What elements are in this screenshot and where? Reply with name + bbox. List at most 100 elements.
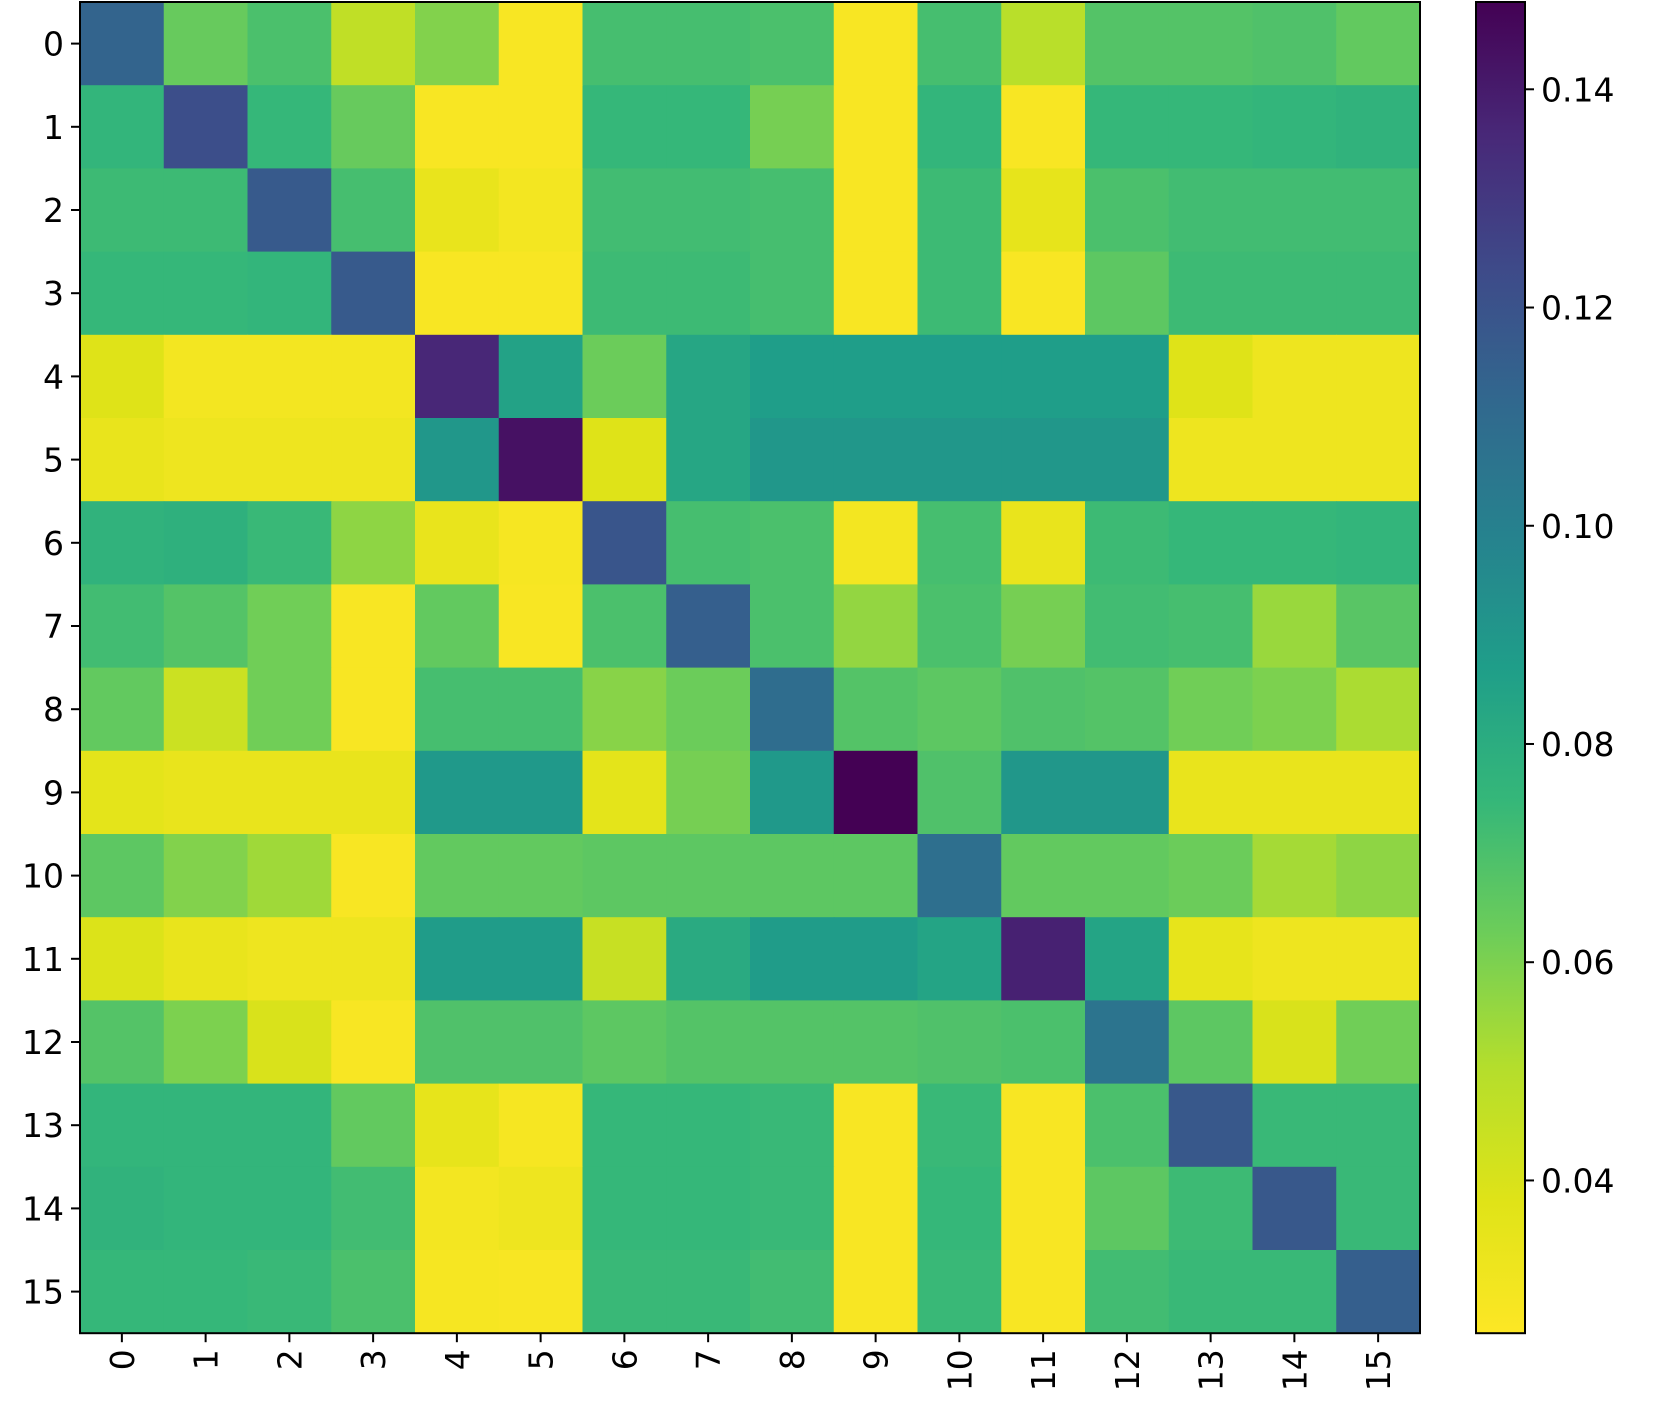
heatmap-cell-r9-c6 [582,750,667,835]
heatmap-cell-r7-c8 [750,584,835,669]
heatmap-cell-r7-c12 [1085,584,1170,669]
heatmap-cell-r12-c0 [80,1000,165,1085]
heatmap-cell-r8-c12 [1085,667,1170,752]
heatmap-cell-r8-c10 [917,667,1002,752]
heatmap-cell-r11-c11 [1001,917,1086,1001]
x-tick-label-0: 0 [103,1349,142,1370]
heatmap-cell-r5-c4 [415,418,500,502]
heatmap-cell-r0-c1 [163,2,249,86]
x-tick-label-11: 11 [1024,1349,1063,1391]
heatmap-cell-r1-c0 [80,85,165,169]
heatmap-cell-r2-c14 [1252,168,1337,253]
colorbar: 0.04 0.06 0.08 0.10 0.12 0.14 [1475,1,1614,1335]
heatmap-cell-r12-c3 [331,1000,416,1085]
heatmap-cell-r2-c3 [331,168,416,253]
colorbar-tick-label-3: 0.10 [1541,507,1614,546]
heatmap-cell-r10-c14 [1252,834,1337,918]
heatmap-cell-r7-c13 [1168,584,1254,669]
heatmap-cell-r15-c3 [331,1250,416,1334]
heatmap-cell-r15-c4 [415,1250,500,1334]
heatmap-cell-r8-c3 [331,667,416,752]
heatmap-cell-r10-c15 [1336,834,1421,918]
heatmap-cell-r6-c11 [1001,501,1086,585]
heatmap-cell-r2-c1 [163,168,249,253]
y-tick-label-1: 1 [43,108,64,147]
heatmap-cell-r4-c7 [666,334,751,419]
heatmap-cell-r15-c13 [1168,1250,1254,1334]
heatmap-cell-r13-c12 [1085,1083,1170,1168]
heatmap-cell-r4-c10 [917,334,1002,419]
heatmap-cell-r7-c9 [833,584,919,669]
heatmap-cell-r14-c11 [1001,1166,1086,1251]
heatmap-cell-r0-c7 [666,2,751,86]
heatmap-cell-r15-c11 [1001,1250,1086,1334]
heatmap-cell-r2-c4 [415,168,500,253]
heatmap-cell-r12-c4 [415,1000,500,1085]
heatmap-cell-r2-c13 [1168,168,1254,253]
heatmap-cell-r10-c8 [750,834,835,918]
colorbar-tick-label-0: 0.04 [1541,1161,1614,1200]
heatmap-cell-r5-c15 [1336,418,1421,502]
heatmap-cell-r14-c10 [917,1166,1002,1251]
y-tick-label-2: 2 [43,191,64,230]
y-tick-label-4: 4 [43,357,64,396]
heatmap-cell-r0-c0 [80,2,165,86]
heatmap-cell-r9-c10 [917,750,1002,835]
heatmap-cell-r5-c10 [917,418,1002,502]
heatmap-cell-r13-c14 [1252,1083,1337,1168]
heatmap-cell-r5-c1 [163,418,249,502]
heatmap-cell-r9-c13 [1168,750,1254,835]
heatmap-cell-r11-c5 [498,917,584,1001]
heatmap-cell-r12-c9 [833,1000,919,1085]
heatmap-cell-r7-c1 [163,584,249,669]
heatmap-cell-r15-c2 [247,1250,332,1334]
heatmap-cell-r11-c10 [917,917,1002,1001]
heatmap-cell-r10-c9 [833,834,919,918]
heatmap-cell-r12-c15 [1336,1000,1421,1085]
heatmap-cell-r3-c10 [917,251,1002,336]
heatmap-cell-r4-c2 [247,334,332,419]
colorbar-tick-label-4: 0.12 [1541,289,1614,328]
heatmap-cell-r6-c8 [750,501,835,585]
heatmap-cell-r14-c4 [415,1166,500,1251]
heatmap-cell-r0-c15 [1336,2,1421,86]
heatmap-cell-r0-c5 [498,2,584,86]
heatmap-cell-r0-c13 [1168,2,1254,86]
heatmap-cell-r11-c14 [1252,917,1337,1001]
heatmap-cell-r2-c11 [1001,168,1086,253]
heatmap-cell-r0-c2 [247,2,332,86]
heatmap-cell-r0-c11 [1001,2,1086,86]
heatmap-cell-r3-c3 [331,251,416,336]
heatmap-cell-r1-c13 [1168,85,1254,169]
y-tick-label-7: 7 [43,607,64,646]
heatmap-cell-r5-c8 [750,418,835,502]
heatmap-cell-r6-c2 [247,501,332,585]
x-tick-label-7: 7 [689,1349,728,1370]
heatmap-cell-r14-c5 [498,1166,584,1251]
heatmap-cell-r5-c3 [331,418,416,502]
heatmap-cell-r14-c3 [331,1166,416,1251]
x-tick-label-12: 12 [1108,1349,1147,1391]
heatmap-cell-r6-c12 [1085,501,1170,585]
heatmap-cell-r12-c10 [917,1000,1002,1085]
heatmap-cell-r13-c15 [1336,1083,1421,1168]
heatmap-cell-r9-c5 [498,750,584,835]
heatmap-cell-r6-c10 [917,501,1002,585]
heatmap-cell-r0-c12 [1085,2,1170,86]
heatmap-cell-r7-c15 [1336,584,1421,669]
heatmap-cell-r7-c10 [917,584,1002,669]
heatmap-cell-r5-c2 [247,418,332,502]
heatmap-cell-r15-c8 [750,1250,835,1334]
heatmap-cell-r2-c9 [833,168,919,253]
heatmap-cell-r14-c1 [163,1166,249,1251]
heatmap-cell-r3-c13 [1168,251,1254,336]
heatmap-cell-r12-c13 [1168,1000,1254,1085]
heatmap-cell-r11-c2 [247,917,332,1001]
heatmap-cell-r8-c4 [415,667,500,752]
heatmap-cell-r13-c3 [331,1083,416,1168]
heatmap-cell-r15-c15 [1336,1250,1421,1334]
heatmap-cell-r7-c3 [331,584,416,669]
heatmap-cell-r6-c14 [1252,501,1337,585]
heatmap-cell-r8-c5 [498,667,584,752]
